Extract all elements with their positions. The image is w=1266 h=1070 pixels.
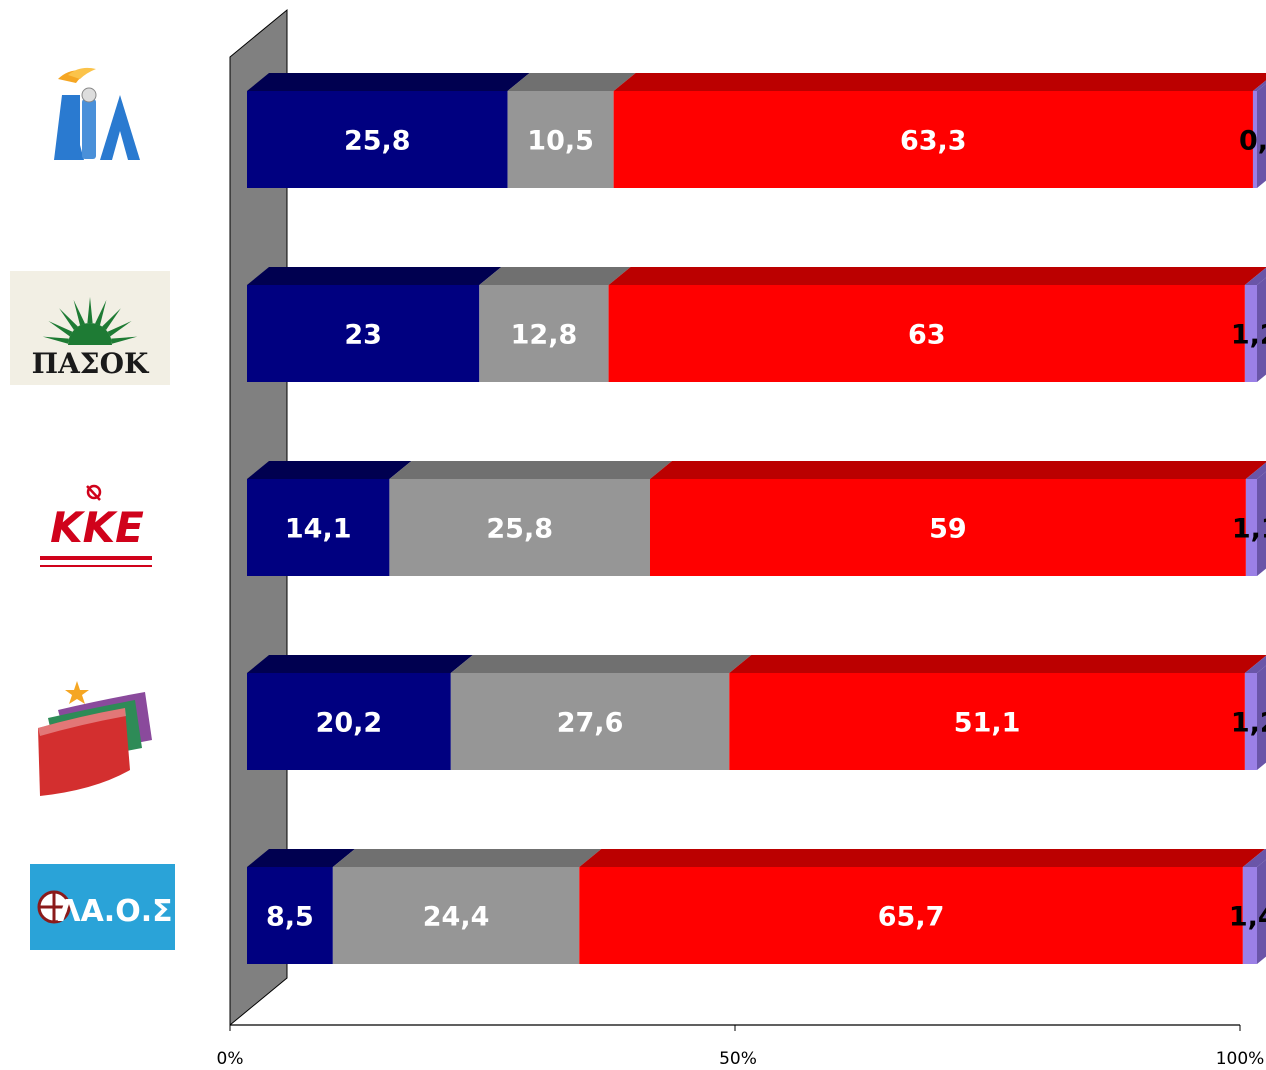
data-label-kke-1: 25,8 — [486, 514, 553, 545]
data-label-nd-3: 0,4 — [1239, 126, 1266, 157]
nd-logo-icon — [54, 67, 140, 160]
bars-group: 25,8 10,5 63,3 0,4 23 12,8 63 1,2 14,1 25,8 59 1,1 2… — [247, 73, 1266, 964]
x-tick-label-0: 0% — [217, 1049, 244, 1069]
bar-side-nd — [1257, 83, 1266, 188]
bar-top-nd-0 — [247, 73, 530, 91]
bar-top-syriza-3 — [1244, 655, 1266, 673]
bar-laos-3 — [1242, 867, 1257, 964]
bar-syriza-1 — [450, 673, 730, 770]
pasok-logo-icon: ΠΑΣΟΚ — [10, 271, 170, 385]
pasok-logo-text: ΠΑΣΟΚ — [32, 347, 150, 380]
bar-laos-2 — [579, 867, 1243, 964]
bar-syriza-2 — [729, 673, 1245, 770]
data-label-laos-1: 24,4 — [423, 902, 490, 933]
data-label-pasok-2: 63 — [908, 320, 946, 351]
laos-logo-text: ΛΑ.Ο.Σ — [57, 894, 172, 929]
bar-top-laos-0 — [247, 849, 355, 867]
bar-side-kke — [1257, 471, 1266, 576]
data-label-syriza-3: 1,2 — [1231, 708, 1266, 739]
data-label-nd-1: 10,5 — [527, 126, 594, 157]
data-label-nd-0: 25,8 — [344, 126, 411, 157]
bar-top-kke-3 — [1245, 462, 1266, 479]
data-label-laos-2: 65,7 — [878, 902, 945, 933]
kke-logo-icon: ΚΚΕ — [40, 484, 152, 567]
data-label-kke-0: 14,1 — [285, 514, 352, 545]
bar-pasok-2 — [608, 285, 1245, 382]
data-label-laos-0: 8,5 — [266, 902, 314, 933]
x-tick-label-100: 100% — [1216, 1049, 1265, 1069]
bar-top-pasok-2 — [608, 267, 1266, 285]
bar-pasok-1 — [479, 285, 609, 382]
bar-kke-1 — [389, 479, 650, 576]
bar-top-syriza-2 — [729, 655, 1266, 673]
bar-nd-3 — [1252, 91, 1257, 188]
x-tick-label-50: 50% — [719, 1049, 757, 1069]
bar-top-pasok-3 — [1244, 267, 1266, 285]
data-label-laos-3: 1,4 — [1229, 902, 1266, 933]
bar-top-syriza-0 — [247, 655, 473, 673]
data-label-syriza-1: 27,6 — [557, 708, 624, 739]
bar-laos-1 — [332, 867, 580, 964]
bar-top-kke-1 — [389, 461, 672, 479]
data-label-pasok-1: 12,8 — [511, 320, 578, 351]
bar-kke-2 — [649, 479, 1246, 576]
data-label-syriza-2: 51,1 — [954, 708, 1021, 739]
bar-top-kke-0 — [247, 461, 412, 479]
kke-logo-text: ΚΚΕ — [50, 503, 144, 552]
bar-top-pasok-1 — [479, 267, 631, 285]
bar-kke-3 — [1245, 479, 1257, 576]
syriza-logo-icon — [38, 681, 152, 796]
data-label-kke-3: 1,1 — [1232, 514, 1266, 545]
bar-side-laos — [1257, 859, 1266, 964]
bar-top-kke-2 — [649, 461, 1266, 479]
bar-top-pasok-0 — [247, 267, 502, 285]
data-label-pasok-0: 23 — [344, 320, 382, 351]
data-label-pasok-3: 1,2 — [1231, 320, 1266, 351]
data-label-syriza-0: 20,2 — [316, 708, 383, 739]
bar-pasok-3 — [1244, 285, 1257, 382]
bar-top-nd-2 — [613, 73, 1266, 91]
bar-top-laos-2 — [579, 849, 1265, 867]
bar-top-syriza-1 — [450, 655, 752, 673]
bar-top-laos-3 — [1242, 849, 1266, 867]
data-label-nd-2: 63,3 — [900, 126, 967, 157]
bar-nd-1 — [507, 91, 614, 188]
laos-logo-icon: ΛΑ.Ο.Σ — [30, 864, 175, 950]
bar-pasok-0 — [247, 285, 480, 382]
bar-nd-2 — [613, 91, 1253, 188]
bar-side-syriza — [1257, 665, 1266, 770]
bar-kke-0 — [247, 479, 390, 576]
data-label-kke-2: 59 — [929, 514, 967, 545]
bar-laos-0 — [247, 867, 333, 964]
bar-nd-0 — [247, 91, 508, 188]
bar-syriza-0 — [247, 673, 451, 770]
bar-top-laos-1 — [332, 849, 602, 867]
bar-side-pasok — [1257, 277, 1266, 382]
bar-top-nd-3 — [1252, 80, 1266, 91]
bar-top-nd-1 — [507, 73, 636, 91]
bar-syriza-3 — [1244, 673, 1257, 770]
